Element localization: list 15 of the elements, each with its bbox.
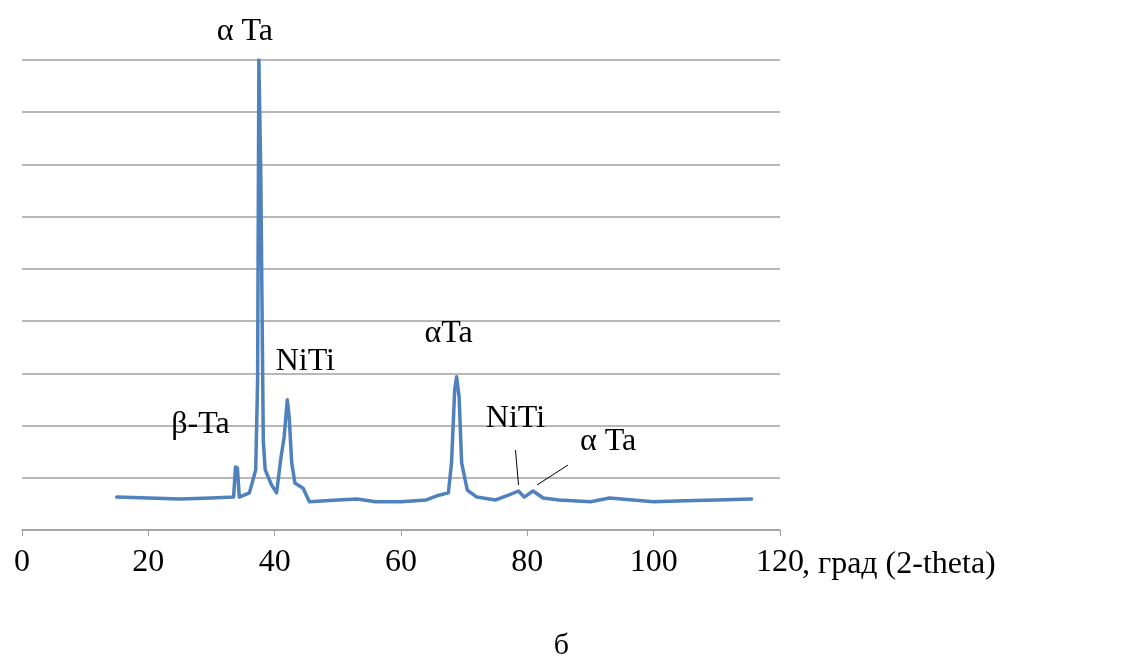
x-tick-label: 60 — [385, 542, 417, 578]
x-tick-label: 40 — [258, 542, 291, 578]
x-axis-title: , град (2-theta) — [802, 544, 996, 580]
annotation: α Ta — [579, 420, 637, 457]
annotation: α Ta — [216, 11, 274, 47]
x-tick-label: 0 — [14, 542, 30, 578]
x-tick-label: 100 — [629, 542, 678, 578]
text: б — [553, 626, 570, 660]
x-tick-label: 120 — [756, 542, 804, 578]
x-tick-label: 80 — [511, 542, 544, 578]
annotation: β-Ta — [171, 404, 230, 441]
annotation: NiTi — [485, 397, 546, 434]
annotation: αTa — [424, 312, 473, 349]
annotation: NiTi — [275, 340, 336, 377]
x-tick-label: 20 — [132, 542, 165, 578]
